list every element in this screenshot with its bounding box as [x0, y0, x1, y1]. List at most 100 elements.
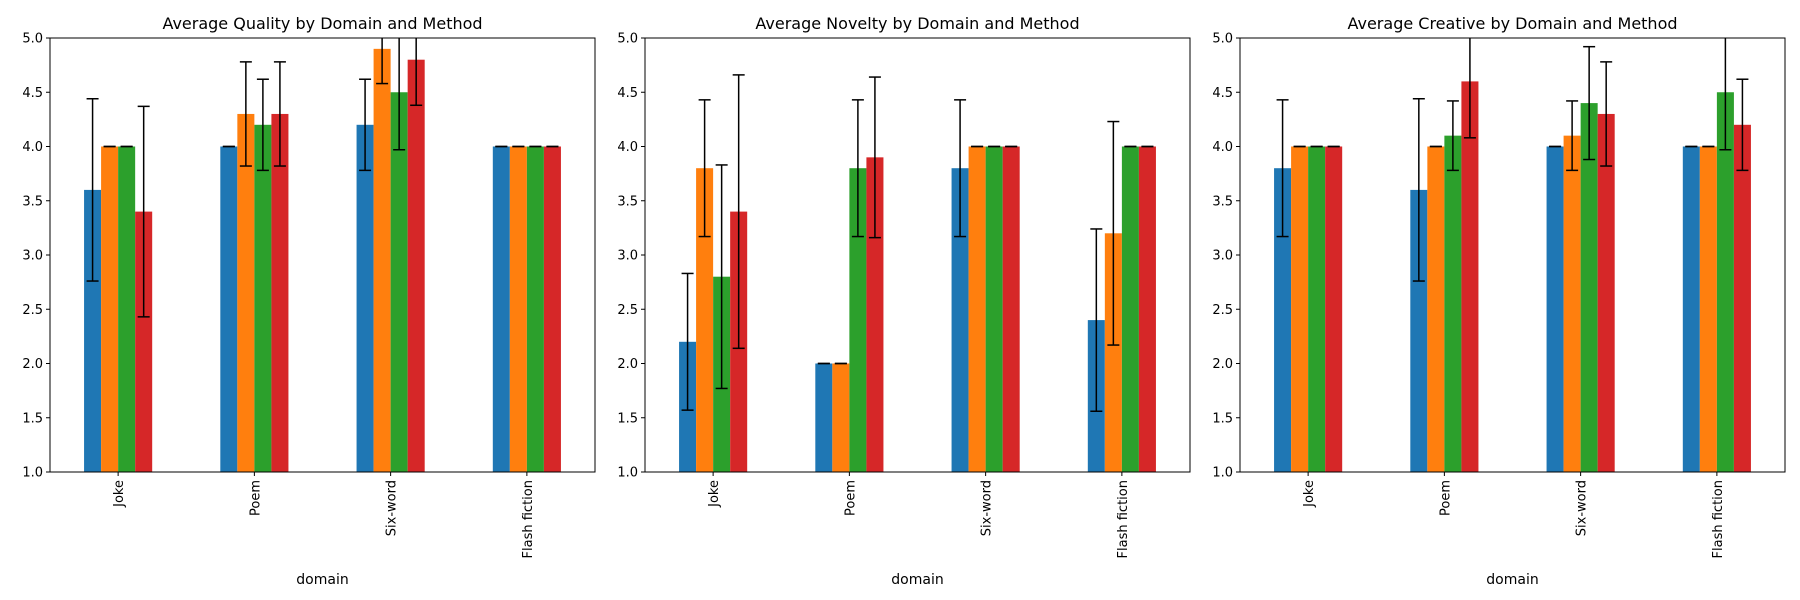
bar — [254, 124, 272, 472]
x-tick-label: Joke — [707, 480, 722, 508]
bar — [135, 211, 153, 472]
bar — [849, 168, 867, 472]
y-tick-label: 5.0 — [1212, 32, 1233, 47]
bar — [84, 189, 102, 472]
x-tick-label: Poem — [248, 480, 263, 516]
bar — [1325, 146, 1343, 472]
x-tick-label: Joke — [112, 480, 127, 508]
y-tick-label: 4.0 — [22, 140, 43, 155]
error-bar — [1276, 99, 1289, 238]
error-bar — [1090, 228, 1103, 412]
bar — [492, 146, 510, 472]
x-axis-label: domain — [296, 572, 348, 588]
bar — [356, 124, 374, 472]
bar — [1427, 146, 1445, 472]
bar — [832, 363, 850, 472]
error-bar — [273, 61, 286, 167]
x-tick-label: Flash fiction — [1116, 480, 1131, 558]
error-bar — [681, 272, 694, 411]
error-bar — [1583, 45, 1596, 161]
bar — [220, 146, 238, 472]
error-bar — [1566, 100, 1579, 172]
bar — [543, 146, 561, 472]
y-tick-label: 4.5 — [1212, 86, 1233, 101]
error-bar — [393, 38, 406, 151]
plot-area — [1274, 38, 1751, 472]
chart-title: Average Novelty by Domain and Method — [755, 14, 1079, 33]
bar — [526, 146, 544, 472]
bar — [866, 157, 884, 472]
chart-title: Average Creative by Domain and Method — [1347, 14, 1677, 33]
bar — [407, 59, 425, 472]
bar — [1461, 81, 1479, 472]
y-tick-label: 1.0 — [1212, 466, 1233, 481]
x-axis-label: domain — [1486, 572, 1538, 588]
error-bar — [851, 99, 864, 238]
bar — [390, 92, 408, 472]
y-tick-label: 3.0 — [22, 249, 43, 264]
y-tick-label: 4.5 — [22, 86, 43, 101]
bar — [1274, 168, 1292, 472]
y-tick-label: 1.5 — [22, 411, 43, 426]
y-tick-label: 4.0 — [1212, 140, 1233, 155]
x-tick-label: Poem — [843, 480, 858, 516]
y-tick-label: 3.5 — [1212, 194, 1233, 209]
x-axis-label: domain — [891, 572, 943, 588]
bar — [101, 146, 119, 472]
error-bar — [715, 164, 728, 390]
error-bar — [1446, 100, 1459, 172]
bar — [1733, 124, 1751, 472]
y-tick-label: 1.0 — [617, 466, 638, 481]
bar — [1597, 113, 1615, 472]
bar — [373, 48, 391, 472]
y-tick-label: 3.5 — [617, 194, 638, 209]
error-bar — [359, 78, 372, 172]
bar — [1002, 146, 1020, 472]
bar — [1444, 135, 1462, 472]
bar — [1546, 146, 1564, 472]
y-tick-label: 2.0 — [1212, 357, 1233, 372]
error-bar — [1736, 78, 1749, 172]
bar — [985, 146, 1003, 472]
x-tick-label: Flash fiction — [521, 480, 536, 558]
x-tick-label: Six-word — [1575, 480, 1590, 536]
y-tick-label: 2.0 — [617, 357, 638, 372]
y-tick-label: 1.5 — [1212, 411, 1233, 426]
y-tick-label: 3.5 — [22, 194, 43, 209]
y-tick-label: 1.5 — [617, 411, 638, 426]
y-tick-label: 2.5 — [617, 303, 638, 318]
bar — [815, 363, 833, 472]
bar — [1121, 146, 1139, 472]
error-bar — [1463, 38, 1476, 139]
y-tick-label: 4.0 — [617, 140, 638, 155]
y-tick-label: 4.5 — [617, 86, 638, 101]
error-bar — [1412, 98, 1425, 282]
x-tick-label: Six-word — [385, 480, 400, 536]
bar — [237, 113, 255, 472]
error-bar — [137, 105, 150, 318]
bar — [1580, 103, 1598, 472]
bar — [271, 113, 289, 472]
y-tick-label: 3.0 — [1212, 249, 1233, 264]
bar — [1138, 146, 1156, 472]
error-bar — [1719, 38, 1732, 151]
y-tick-label: 5.0 — [617, 32, 638, 47]
error-bar — [1600, 61, 1613, 167]
error-bar — [410, 38, 423, 107]
bar — [118, 146, 136, 472]
error-bar — [86, 98, 99, 282]
bar — [1563, 135, 1581, 472]
bar — [696, 168, 714, 472]
y-tick-label: 5.0 — [22, 32, 43, 47]
error-bar — [1107, 120, 1120, 346]
bar — [1410, 189, 1428, 472]
x-tick-label: Flash fiction — [1711, 480, 1726, 558]
y-tick-label: 1.0 — [22, 466, 43, 481]
bar — [1308, 146, 1326, 472]
bar — [1682, 146, 1700, 472]
y-tick-label: 3.0 — [617, 249, 638, 264]
error-bar — [239, 61, 252, 167]
y-tick-label: 2.0 — [22, 357, 43, 372]
chart-panel-1: 1.0 1.5 2.0 2.5 3.0 3.5 4.0 4.5 5.0 Joke Poem Six-w… — [22, 14, 596, 588]
